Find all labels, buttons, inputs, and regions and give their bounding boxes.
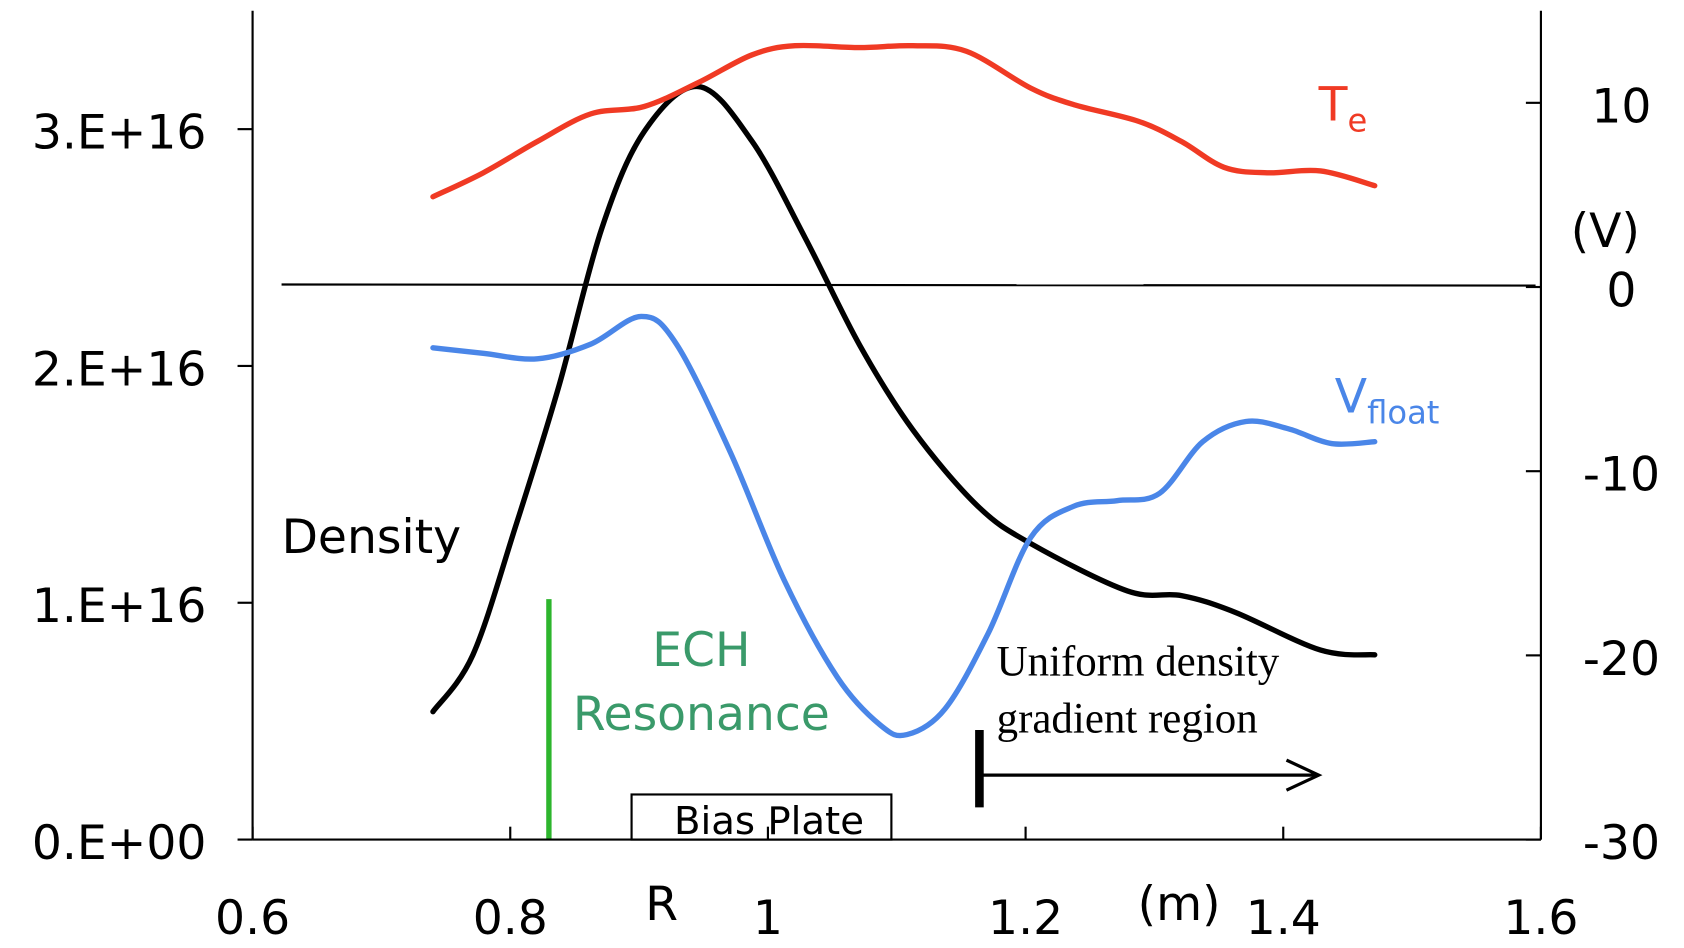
x-tick-label: 1.4 [1246,891,1321,946]
y2-tick-label: -20 [1583,632,1660,687]
region-label: Uniform density [997,638,1280,685]
x-axis-label: R [645,877,678,932]
y-tick-label: 3.E+16 [32,106,207,161]
arrow-head [1285,758,1323,792]
x-tick-label: 0.6 [215,891,290,946]
y2-axis-label: (V) [1571,204,1640,259]
y2-tick-label: -30 [1583,816,1660,871]
series-label: Density [282,510,462,565]
y2-tick-label: 10 [1591,79,1651,134]
y2-tick-label: 0 [1606,263,1636,318]
ech-label: Resonance [573,687,830,742]
x-tick-label: 1 [753,891,783,946]
region-label: gradient region [997,695,1258,742]
y-tick-label: 0.E+00 [32,816,207,871]
x-tick-label: 1.6 [1503,891,1578,946]
series-label: Vfloat [1335,369,1440,431]
x-tick-label: 1.2 [988,891,1063,946]
y-tick-label: 1.E+16 [32,579,207,634]
series-label: Te [1318,77,1368,139]
y-tick-label: 2.E+16 [32,342,207,397]
series-line [430,83,1378,715]
x-tick-label: 0.8 [473,891,548,946]
series-line [430,313,1378,739]
y2-tick-label: -10 [1583,448,1660,503]
series-line [430,42,1378,200]
ech-label: ECH [652,623,750,678]
zero-line [281,283,1536,287]
x-axis-unit: (m) [1138,877,1221,932]
